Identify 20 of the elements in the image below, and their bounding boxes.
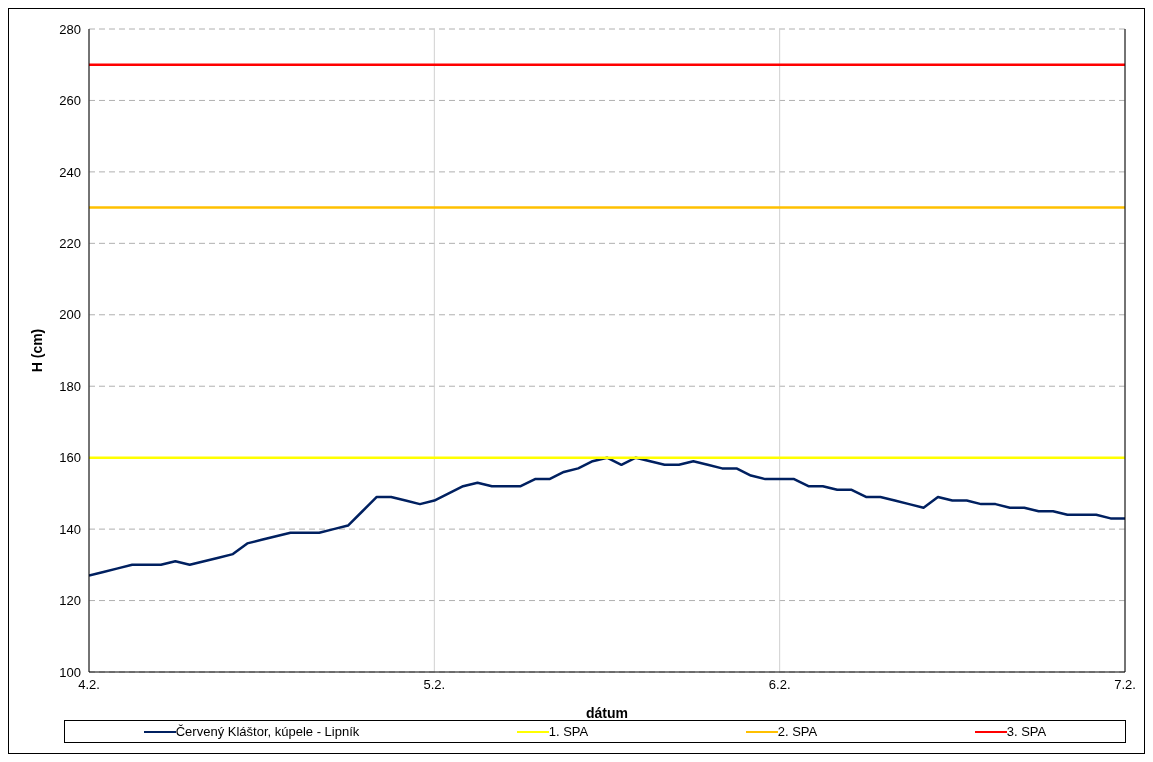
legend-label: 1. SPA	[548, 724, 589, 739]
legend-label: 2. SPA	[777, 724, 818, 739]
y-tick-label: 280	[59, 21, 81, 37]
legend-label: 3. SPA	[1006, 724, 1047, 739]
y-tick-label: 120	[59, 593, 81, 609]
x-tick-label: 7.2.	[1114, 677, 1136, 693]
y-tick-label: 160	[59, 450, 81, 466]
x-tick-label: 4.2.	[78, 677, 100, 693]
y-tick-label: 260	[59, 93, 81, 109]
y-axis-title: H (cm)	[28, 328, 45, 373]
y-tick-label: 140	[59, 521, 81, 537]
y-tick-label: 180	[59, 378, 81, 394]
x-tick-label: 5.2.	[423, 677, 446, 693]
x-tick-label: 6.2.	[768, 677, 791, 693]
y-tick-label: 220	[59, 235, 81, 251]
legend-label: Červený Kláštor, kúpele - Lipník	[175, 724, 360, 739]
y-tick-label: 240	[59, 164, 81, 180]
y-tick-label: 100	[59, 664, 81, 680]
y-tick-label: 200	[59, 307, 81, 323]
x-axis-title: dátum	[586, 705, 628, 721]
